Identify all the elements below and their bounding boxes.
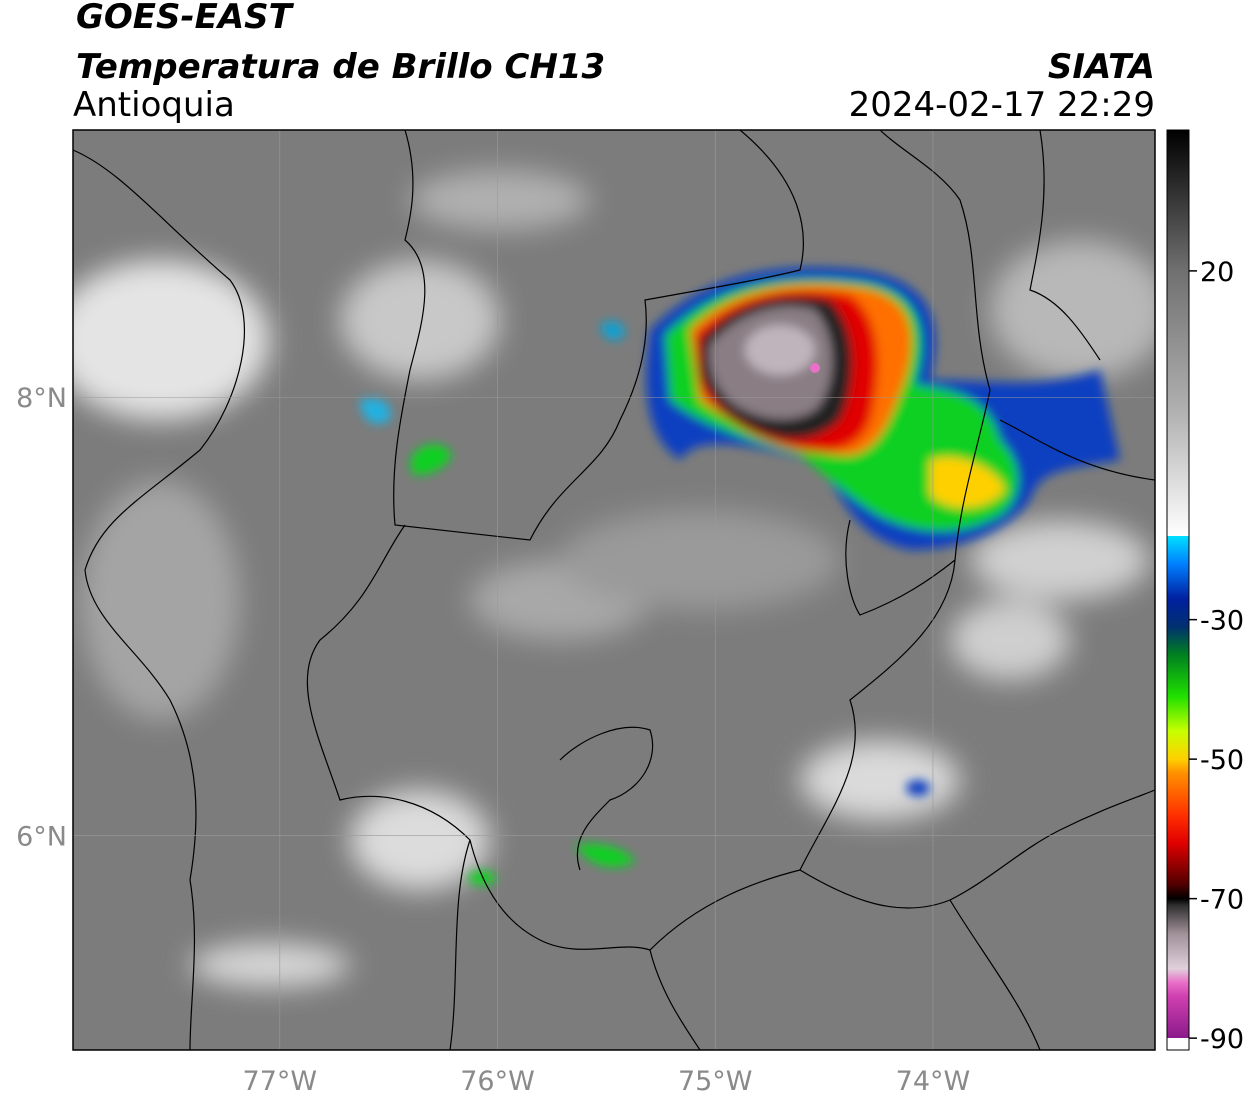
colorbar-tick-label: -50 <box>1200 745 1244 776</box>
source: SIATA <box>1048 47 1155 87</box>
map-frame <box>72 129 1156 1051</box>
x-tick-label: 77°W <box>243 1066 318 1097</box>
colorbar-tick-label: -70 <box>1200 885 1244 916</box>
x-tick-label: 75°W <box>678 1066 753 1097</box>
borders <box>73 130 1155 1050</box>
y-tick-label: 6°N <box>16 821 67 852</box>
colorbar-tick-label: 20 <box>1200 257 1234 288</box>
x-tick-label: 74°W <box>896 1066 971 1097</box>
region: Antioquia <box>73 85 235 125</box>
grid <box>73 130 1155 1050</box>
datetime: 2024-02-17 22:29 <box>849 85 1155 125</box>
x-tick-label: 76°W <box>460 1066 535 1097</box>
colorbar <box>1166 129 1190 1051</box>
colorbar-tick-label: -30 <box>1200 606 1244 637</box>
title: GOES-EAST <box>76 0 295 37</box>
colorbar-tick-label: -90 <box>1200 1024 1244 1055</box>
y-tick-label: 8°N <box>16 383 67 414</box>
subtitle: Temperatura de Brillo CH13 <box>76 47 605 87</box>
map-image <box>73 130 1155 1050</box>
